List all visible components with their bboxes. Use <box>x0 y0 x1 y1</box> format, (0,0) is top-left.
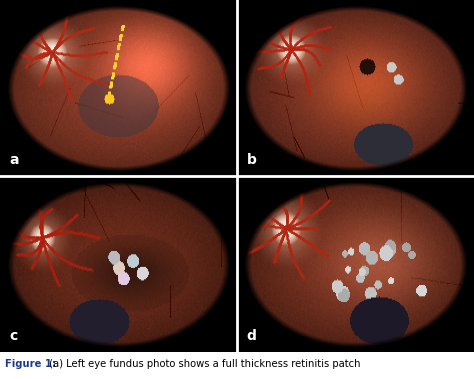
Text: a: a <box>9 153 19 167</box>
Text: d: d <box>246 329 256 343</box>
Text: (a) Left eye fundus photo shows a full thickness retinitis patch: (a) Left eye fundus photo shows a full t… <box>46 359 361 368</box>
Text: c: c <box>9 329 18 343</box>
Text: b: b <box>246 153 256 167</box>
Text: Figure 1:: Figure 1: <box>5 359 56 368</box>
